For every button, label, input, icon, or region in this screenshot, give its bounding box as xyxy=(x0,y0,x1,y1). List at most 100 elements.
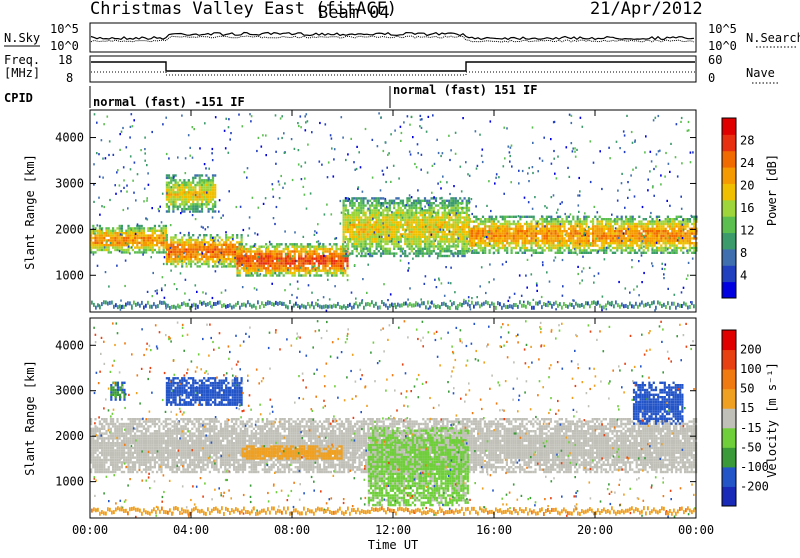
heatmap-cell xyxy=(654,244,656,246)
heatmap-cell xyxy=(119,225,121,227)
heatmap-cell xyxy=(588,216,590,218)
heatmap-cell xyxy=(358,219,360,221)
heatmap-cell xyxy=(369,219,371,221)
heatmap-cell xyxy=(570,232,572,234)
heatmap-cell xyxy=(175,191,177,193)
heatmap-cell xyxy=(172,210,174,212)
heatmap-cell xyxy=(210,186,212,188)
heatmap-cell xyxy=(252,197,254,199)
heatmap-cell xyxy=(590,140,592,142)
heatmap-cell xyxy=(223,263,225,265)
heatmap-cell xyxy=(509,296,511,298)
heatmap-cell xyxy=(291,138,293,140)
heatmap-cell xyxy=(192,234,194,236)
heatmap-cell xyxy=(343,216,345,218)
heatmap-cell xyxy=(693,225,695,227)
heatmap-cell xyxy=(461,200,463,202)
heatmap-cell xyxy=(186,244,188,246)
heatmap-cell xyxy=(177,196,179,198)
heatmap-cell xyxy=(160,251,162,253)
heatmap-cell xyxy=(196,291,198,293)
heatmap-cell xyxy=(669,232,671,234)
heatmap-cell xyxy=(224,130,226,132)
heatmap-cell xyxy=(616,249,618,251)
heatmap-cell xyxy=(557,240,559,242)
heatmap-cell xyxy=(457,308,459,310)
heatmap-cell xyxy=(247,270,249,272)
heatmap-cell xyxy=(170,263,172,265)
heatmap-cell xyxy=(285,243,287,245)
heatmap-cell xyxy=(362,236,364,238)
heatmap-cell xyxy=(272,246,274,248)
heatmap-cell xyxy=(557,232,559,234)
heatmap-cell xyxy=(230,251,232,253)
heatmap-cell xyxy=(603,230,605,232)
heatmap-cell xyxy=(156,244,158,246)
heatmap-cell xyxy=(508,225,510,227)
heatmap-cell xyxy=(121,249,123,251)
heatmap-cell xyxy=(283,274,285,276)
heatmap-cell xyxy=(544,225,546,227)
heatmap-cell xyxy=(301,178,303,180)
heatmap-cell xyxy=(349,219,351,221)
heatmap-cell xyxy=(114,244,116,246)
heatmap-cell xyxy=(130,232,132,234)
heatmap-cell xyxy=(322,260,324,262)
heatmap-cell xyxy=(471,247,473,249)
heatmap-cell xyxy=(439,229,441,231)
heatmap-cell xyxy=(455,207,457,209)
heatmap-cell xyxy=(660,174,662,176)
heatmap-cell xyxy=(369,248,371,250)
heatmap-cell xyxy=(428,221,430,223)
heatmap-cell xyxy=(461,236,463,238)
heatmap-cell xyxy=(347,228,349,230)
heatmap-cell xyxy=(468,300,470,302)
heatmap-cell xyxy=(254,250,256,252)
heatmap-cell xyxy=(343,204,345,206)
heatmap-cell xyxy=(457,250,459,252)
heatmap-cell xyxy=(601,223,603,225)
heatmap-cell xyxy=(214,201,216,203)
heatmap-cell xyxy=(230,265,232,267)
heatmap-cell xyxy=(93,230,95,232)
heatmap-cell xyxy=(236,234,238,236)
heatmap-cell xyxy=(154,227,156,229)
heatmap-cell xyxy=(166,246,168,248)
cpid-label: CPID xyxy=(4,91,33,105)
heatmap-cell xyxy=(166,153,168,155)
heatmap-cell xyxy=(400,202,402,204)
heatmap-cell xyxy=(192,248,194,250)
heatmap-cell xyxy=(506,237,508,239)
heatmap-cell xyxy=(651,235,653,237)
heatmap-cell xyxy=(433,219,435,221)
heatmap-cell xyxy=(327,250,329,252)
heatmap-cell xyxy=(504,249,506,251)
heatmap-cell xyxy=(243,267,245,269)
heatmap-cell xyxy=(230,132,232,134)
heatmap-cell xyxy=(380,219,382,221)
heatmap-cell xyxy=(618,232,620,234)
heatmap-cell xyxy=(464,252,466,254)
heatmap-cell xyxy=(121,244,123,246)
heatmap-cell xyxy=(329,262,331,264)
heatmap-cell xyxy=(665,242,667,244)
heatmap-cell xyxy=(478,230,480,232)
heatmap-cell xyxy=(572,244,574,246)
heatmap-cell xyxy=(302,258,304,260)
heatmap-cell xyxy=(684,242,686,244)
heatmap-cell xyxy=(656,153,658,155)
heatmap-cell xyxy=(351,250,353,252)
heatmap-cell xyxy=(526,232,528,234)
heatmap-cell xyxy=(298,246,300,248)
heatmap-cell xyxy=(618,240,620,242)
heatmap-cell xyxy=(391,202,393,204)
heatmap-cell xyxy=(406,204,408,206)
heatmap-cell xyxy=(656,249,658,251)
heatmap-cell xyxy=(406,238,408,240)
heatmap-cell xyxy=(579,249,581,251)
heatmap-cell xyxy=(459,238,461,240)
heatmap-cell xyxy=(105,249,107,251)
heatmap-cell xyxy=(102,177,104,179)
heatmap-cell xyxy=(552,237,554,239)
heatmap-cell xyxy=(621,228,623,230)
